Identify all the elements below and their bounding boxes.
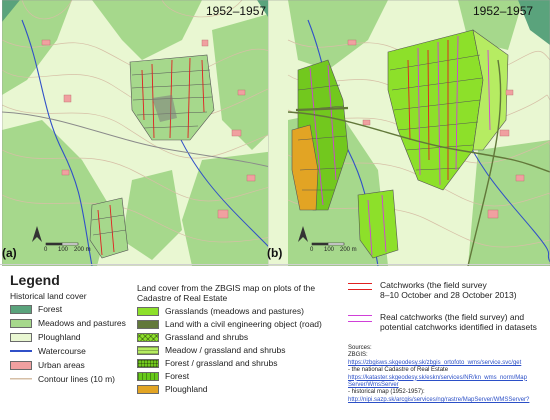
legend-item-meadows: Meadows and pastures (10, 318, 126, 328)
ploughland-zbgis-swatch (137, 384, 159, 394)
scale-bar (45, 242, 79, 246)
scale-mid-a: 100 (58, 247, 69, 253)
legend-item-ploughland-zbgis: Ploughland (137, 384, 208, 394)
sources-zbgis-label: ZBGIS: (348, 352, 368, 359)
scale-zero-a: 0 (44, 247, 48, 253)
legend-item-label: Forest (165, 371, 190, 381)
catchworks-swatch (348, 283, 372, 290)
legend-title: Legend (10, 272, 60, 288)
legend-item-label: Grassland and shrubs (165, 332, 249, 342)
legend-item-contours: Contour lines (10 m) (10, 374, 115, 384)
catchworks-line-1: Catchworks (the field survey (380, 280, 487, 290)
legend-item-label: Watercourse (38, 346, 86, 356)
legend-item-civil-road: Land with a civil engineering object (ro… (137, 319, 322, 329)
meadow-area (2, 120, 112, 266)
source-text-historical: - historical map (1952-1957): (348, 389, 425, 396)
road-swatch (137, 319, 159, 329)
legend-item-grassland-shrubs: Grassland and shrubs (137, 332, 248, 342)
urban-areas (347, 39, 525, 219)
forest-area (518, 0, 550, 45)
source-link-historical[interactable]: http://nipi.sazp.sk/arcgis/services/ng/r… (348, 396, 530, 403)
panel-label-b: (b) (267, 246, 283, 260)
meadow-area (92, 0, 202, 60)
forest-area (2, 0, 20, 22)
meadow-area (122, 170, 182, 260)
catchwork-plots (89, 54, 215, 259)
map-period-b: 1952–1957 (473, 4, 534, 18)
catchworks-line-2: 8–10 October and 28 October 2013) (380, 290, 517, 300)
road (287, 111, 550, 173)
source-link-zbgis[interactable]: https://zbgisws.skgeodesy.sk/zbgis_ortof… (348, 359, 522, 366)
real-catchworks-line-2: potential catchworks identified in datas… (380, 322, 537, 332)
road (467, 59, 502, 266)
scale-zero-b: 0 (310, 247, 314, 253)
meadow-area (182, 150, 283, 266)
panel-label-a: (a) (2, 246, 17, 260)
forest-swatch (10, 304, 32, 314)
map-period-a: 1952–1957 (206, 4, 267, 18)
forest-zbgis-swatch (137, 371, 159, 381)
urban-areas (41, 39, 256, 219)
historical-heading: Historical land cover (10, 291, 87, 301)
ploughland-swatch (10, 332, 32, 342)
grassland-shrubs-swatch (137, 332, 159, 342)
legend-item-label: Contour lines (10 m) (38, 374, 116, 384)
forest-shrubs-swatch (137, 358, 159, 368)
source-text-cadastre: - the national Cadastre of Real Estate (348, 367, 449, 374)
road (2, 111, 283, 171)
source-link-cadastre[interactable]: https://kataster.skgeodesy.sk/eskn/servi… (348, 374, 527, 381)
legend-item-label: Ploughland (38, 332, 81, 342)
zbgis-heading-line-2: Cadastre of Real Estate (137, 293, 228, 303)
meadow-area (2, 0, 72, 95)
real-catchworks-swatch (348, 315, 372, 322)
legend-item-forest-zbgis: Forest (137, 371, 189, 381)
legend-item-label: Forest / grassland and shrubs (165, 358, 278, 368)
legend-item-label: Meadows and pastures (38, 318, 126, 328)
map-panel-a[interactable]: (a) 1952–1957 0 100 200 m (2, 0, 283, 266)
scale-bar (311, 242, 345, 246)
watercourse-swatch (10, 346, 32, 356)
map-panel-b[interactable]: (b) 1952–1957 0 100 200 m (267, 0, 550, 266)
legend-item-meadow-grassland-shrubs: Meadow / grassland and shrubs (137, 345, 286, 355)
divider (0, 264, 550, 265)
legend-item-urban: Urban areas (10, 360, 85, 370)
meadow-area (212, 10, 283, 150)
watercourse (21, 19, 93, 266)
scale-end-b: 200 m (340, 247, 357, 253)
meadow-area (468, 140, 550, 266)
legend-item-label: Meadow / grassland and shrubs (165, 345, 286, 355)
zbgis-heading-line-1: Land cover from the ZBGIS map on plots o… (137, 283, 316, 293)
contour-swatch (10, 374, 32, 384)
grasslands-swatch (137, 306, 159, 316)
scale-end-a: 200 m (74, 247, 91, 253)
scale-mid-b: 100 (324, 247, 335, 253)
legend-item-forest-grassland-shrubs: Forest / grassland and shrubs (137, 358, 277, 368)
legend-item-label: Ploughland (165, 384, 208, 394)
legend-item-label: Urban areas (38, 360, 85, 370)
real-catchworks-line-1: Real catchworks (the field survey) and (380, 312, 525, 322)
meadows-swatch (10, 318, 32, 328)
north-arrow-icon (32, 226, 42, 242)
watercourse (457, 119, 550, 263)
urban-swatch (10, 360, 32, 370)
legend-item-forest-historical: Forest (10, 304, 62, 314)
legend-item-label: Land with a civil engineering object (ro… (165, 319, 322, 329)
legend-item-label: Grasslands (meadows and pastures) (165, 306, 304, 316)
north-arrow-icon (298, 226, 308, 242)
map-b-canvas[interactable] (268, 0, 550, 266)
legend-item-ploughland-historical: Ploughland (10, 332, 81, 342)
legend-item-watercourse: Watercourse (10, 346, 86, 356)
sources-heading: Sources: (348, 345, 372, 351)
meadow-area (288, 0, 388, 70)
legend-item-grasslands: Grasslands (meadows and pastures) (137, 306, 304, 316)
meadow-shrubs-swatch (137, 345, 159, 355)
legend-item-label: Forest (38, 304, 63, 314)
source-link-cadastre-cont[interactable]: Server/WmsServer (348, 382, 399, 389)
map-a-canvas[interactable] (2, 0, 283, 266)
sources: Sources: ZBGIS: https://zbgisws.skgeodes… (348, 345, 548, 404)
